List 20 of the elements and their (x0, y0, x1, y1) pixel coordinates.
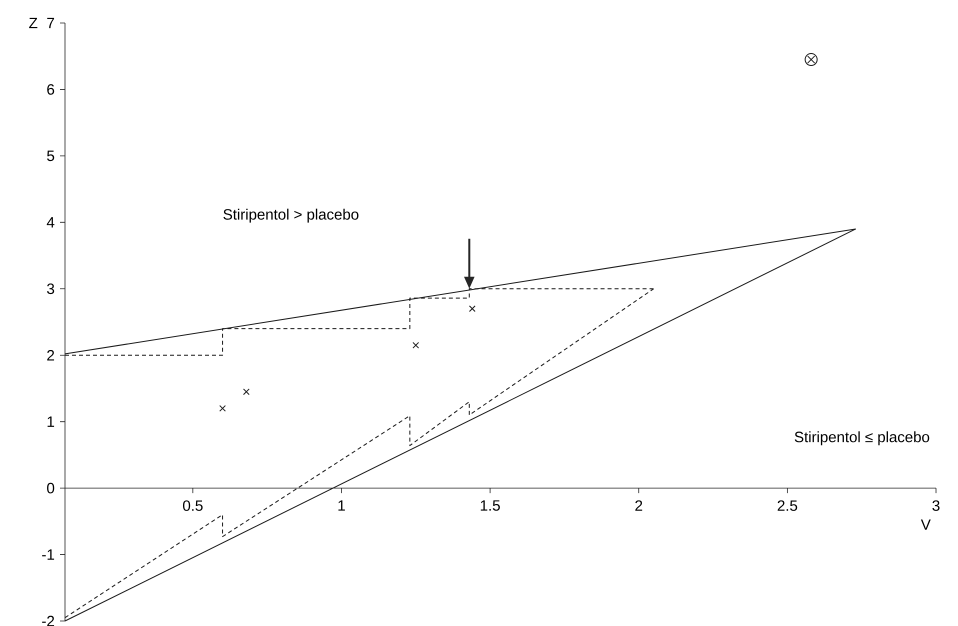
y-tick-label: -1 (42, 549, 54, 560)
y-tick-label: -2 (42, 616, 54, 626)
y-tick-label: 0 (47, 482, 54, 494)
y-tick-label: 3 (47, 283, 54, 294)
x-tick-label: 1.5 (480, 500, 500, 511)
annotation: Stiripentol > placebo (223, 208, 358, 223)
x-axis-title: V (920, 519, 931, 530)
x-tick-label: 2.5 (778, 500, 798, 511)
y-tick-label: 7 (47, 18, 54, 28)
x-tick-label: 3 (932, 500, 940, 511)
y-tick-label: 2 (47, 350, 54, 360)
y-tick-label: 1 (48, 416, 54, 427)
x-tick-label: 1 (338, 500, 345, 511)
x-tick-label: 0.5 (182, 500, 203, 511)
y-axis-title: Z (29, 18, 38, 28)
annotation: Stiripentol ≤ placebo (794, 431, 930, 446)
y-tick-label: 6 (47, 84, 54, 95)
x-tick-label: 2 (635, 500, 642, 511)
y-tick-label: 5 (47, 150, 54, 162)
y-tick-label: 4 (46, 217, 54, 228)
